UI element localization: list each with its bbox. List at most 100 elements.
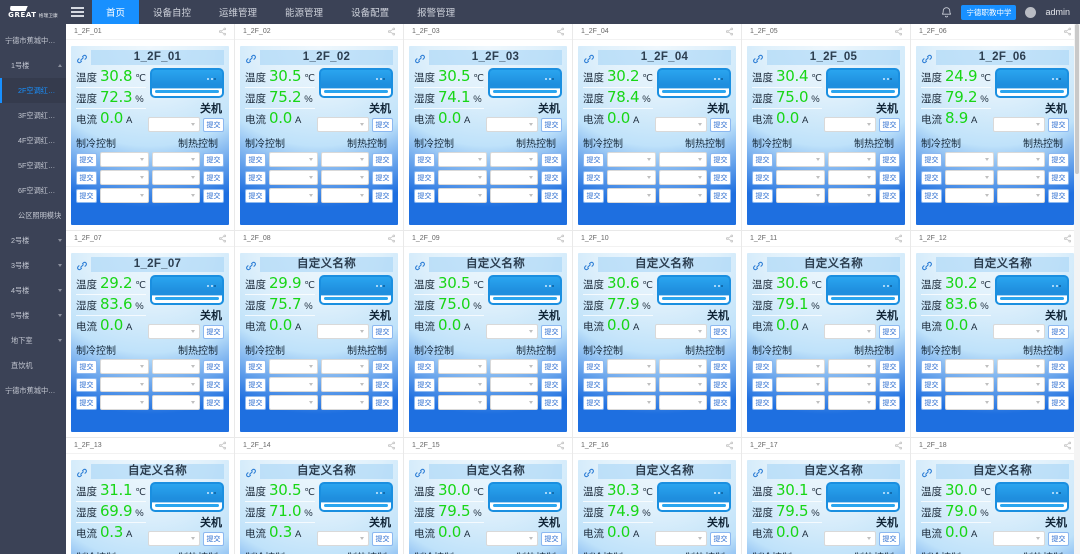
share-icon[interactable]: [387, 234, 396, 243]
heating-submit-button-1[interactable]: 提交: [879, 377, 900, 392]
heating-submit-button-0[interactable]: 提交: [541, 359, 562, 374]
share-icon[interactable]: [1063, 441, 1072, 450]
power-mode-select[interactable]: [317, 117, 369, 132]
cooling-submit-button-0[interactable]: 提交: [921, 359, 942, 374]
power-submit-button[interactable]: 提交: [710, 117, 731, 132]
heating-select-2[interactable]: [658, 395, 707, 410]
cooling-select-2[interactable]: [607, 188, 656, 203]
sidebar-item-12[interactable]: 地下室: [0, 328, 66, 353]
cooling-submit-button-0[interactable]: 提交: [752, 152, 773, 167]
cooling-select-0[interactable]: [607, 359, 656, 374]
cooling-submit-button-0[interactable]: 提交: [414, 359, 435, 374]
cooling-select-1[interactable]: [607, 377, 656, 392]
link-icon[interactable]: [414, 52, 426, 64]
heating-submit-button-2[interactable]: 提交: [879, 188, 900, 203]
power-submit-button[interactable]: 提交: [710, 531, 731, 546]
power-mode-select[interactable]: [824, 324, 876, 339]
cooling-select-1[interactable]: [945, 170, 994, 185]
project-badge[interactable]: 宁德职教中学: [961, 4, 1017, 20]
power-submit-button[interactable]: 提交: [203, 324, 224, 339]
bell-icon[interactable]: [941, 6, 952, 18]
power-mode-select[interactable]: [993, 324, 1045, 339]
chevron-down-icon[interactable]: [58, 314, 62, 317]
heating-select-2[interactable]: [658, 188, 707, 203]
cooling-submit-button-1[interactable]: 提交: [414, 170, 435, 185]
heating-select-2[interactable]: [320, 395, 369, 410]
cooling-submit-button-2[interactable]: 提交: [414, 188, 435, 203]
cooling-select-2[interactable]: [945, 395, 994, 410]
heating-submit-button-0[interactable]: 提交: [879, 152, 900, 167]
power-submit-button[interactable]: 提交: [1048, 117, 1069, 132]
cooling-submit-button-2[interactable]: 提交: [76, 188, 97, 203]
link-icon[interactable]: [752, 466, 764, 478]
cooling-select-0[interactable]: [776, 152, 825, 167]
sidebar-item-3[interactable]: 3F空调红外控...: [0, 103, 66, 128]
power-mode-select[interactable]: [317, 531, 369, 546]
cooling-select-0[interactable]: [100, 152, 149, 167]
power-submit-button[interactable]: 提交: [372, 117, 393, 132]
share-icon[interactable]: [1063, 234, 1072, 243]
sidebar-item-13[interactable]: 直饮机: [0, 353, 66, 378]
cooling-submit-button-0[interactable]: 提交: [921, 152, 942, 167]
cooling-select-0[interactable]: [438, 359, 487, 374]
power-mode-select[interactable]: [317, 324, 369, 339]
power-submit-button[interactable]: 提交: [372, 531, 393, 546]
link-icon[interactable]: [921, 466, 933, 478]
cooling-submit-button-2[interactable]: 提交: [76, 395, 97, 410]
heating-select-2[interactable]: [489, 395, 538, 410]
heating-submit-button-2[interactable]: 提交: [372, 188, 393, 203]
heating-select-2[interactable]: [320, 188, 369, 203]
cooling-submit-button-0[interactable]: 提交: [583, 359, 604, 374]
heating-select-1[interactable]: [151, 170, 200, 185]
heating-select-1[interactable]: [320, 377, 369, 392]
power-mode-select[interactable]: [486, 117, 538, 132]
cooling-select-1[interactable]: [945, 377, 994, 392]
cooling-select-2[interactable]: [438, 395, 487, 410]
cooling-submit-button-2[interactable]: 提交: [752, 188, 773, 203]
heating-submit-button-2[interactable]: 提交: [710, 188, 731, 203]
sidebar[interactable]: 宁德市蕉城中学楼... 1号楼 2F空调红外控... 3F空调红外控... 4F空调红外…: [0, 24, 66, 554]
cooling-submit-button-1[interactable]: 提交: [245, 170, 266, 185]
heating-select-0[interactable]: [489, 152, 538, 167]
link-icon[interactable]: [583, 52, 595, 64]
heating-submit-button-0[interactable]: 提交: [1048, 359, 1069, 374]
heating-select-1[interactable]: [151, 377, 200, 392]
share-icon[interactable]: [387, 27, 396, 36]
share-icon[interactable]: [387, 441, 396, 450]
heating-submit-button-2[interactable]: 提交: [710, 395, 731, 410]
link-icon[interactable]: [921, 52, 933, 64]
share-icon[interactable]: [556, 234, 565, 243]
hamburger-menu-icon[interactable]: [66, 7, 88, 17]
share-icon[interactable]: [556, 441, 565, 450]
share-icon[interactable]: [1063, 27, 1072, 36]
heating-select-2[interactable]: [151, 395, 200, 410]
heating-select-1[interactable]: [658, 377, 707, 392]
heating-submit-button-1[interactable]: 提交: [541, 170, 562, 185]
sidebar-item-11[interactable]: 5号楼: [0, 303, 66, 328]
heating-submit-button-0[interactable]: 提交: [710, 359, 731, 374]
sidebar-item-4[interactable]: 4F空调红外控...: [0, 128, 66, 153]
nav-item-device-config[interactable]: 设备配置: [351, 8, 390, 19]
power-mode-select[interactable]: [148, 117, 200, 132]
cooling-submit-button-2[interactable]: 提交: [245, 395, 266, 410]
cooling-submit-button-2[interactable]: 提交: [414, 395, 435, 410]
power-submit-button[interactable]: 提交: [710, 324, 731, 339]
sidebar-item-10[interactable]: 4号楼: [0, 278, 66, 303]
link-icon[interactable]: [245, 259, 257, 271]
chevron-up-icon[interactable]: [58, 64, 62, 67]
content-scrollbar[interactable]: [1074, 24, 1080, 554]
heating-select-2[interactable]: [996, 395, 1045, 410]
heating-select-2[interactable]: [489, 188, 538, 203]
share-icon[interactable]: [218, 441, 227, 450]
cooling-select-1[interactable]: [269, 377, 318, 392]
share-icon[interactable]: [218, 234, 227, 243]
heating-submit-button-0[interactable]: 提交: [541, 152, 562, 167]
chevron-down-icon[interactable]: [58, 339, 62, 342]
cooling-select-2[interactable]: [100, 395, 149, 410]
power-mode-select[interactable]: [655, 117, 707, 132]
heating-select-0[interactable]: [658, 359, 707, 374]
heating-select-1[interactable]: [827, 377, 876, 392]
heating-submit-button-1[interactable]: 提交: [1048, 377, 1069, 392]
link-icon[interactable]: [583, 259, 595, 271]
link-icon[interactable]: [752, 52, 764, 64]
